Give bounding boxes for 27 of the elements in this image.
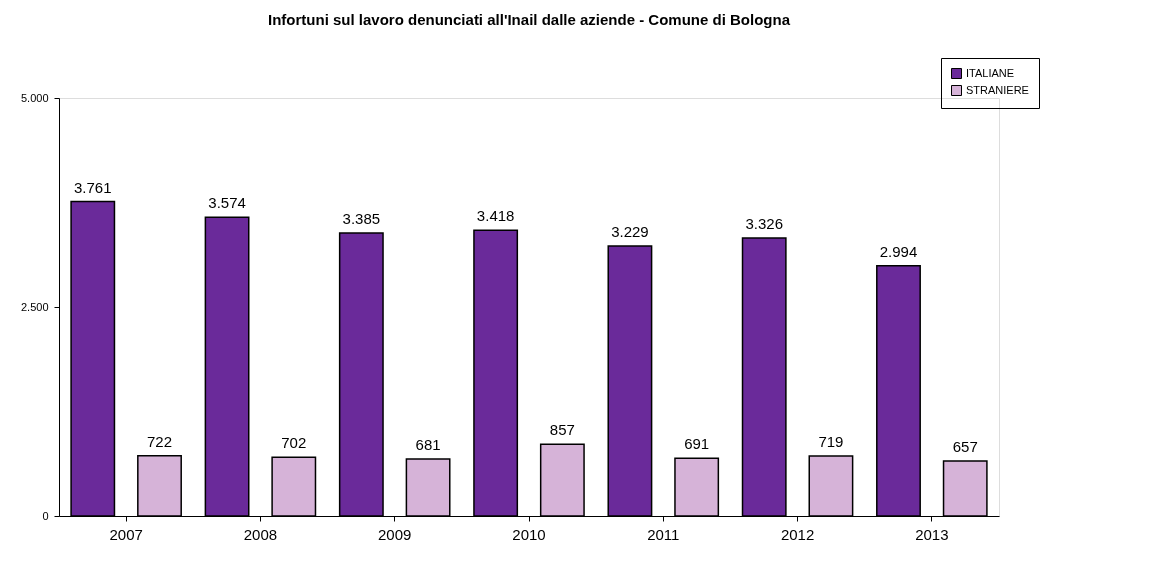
- data-label: 702: [281, 434, 307, 452]
- x-tick-label: 2012: [780, 525, 815, 543]
- data-label: 691: [684, 435, 710, 453]
- x-tick-label: 2009: [378, 525, 412, 543]
- y-tick-label: 2.500: [20, 300, 49, 313]
- legend-label: ITALIANE: [966, 66, 1015, 79]
- data-label: 2.994: [879, 242, 918, 260]
- data-label: 3.326: [745, 214, 783, 232]
- y-tick-label: 0: [42, 509, 49, 522]
- data-label: 3.574: [208, 194, 246, 212]
- data-label: 3.418: [476, 207, 515, 225]
- x-tick-label: 2011: [647, 525, 680, 543]
- x-tick-label: 2010: [512, 525, 546, 543]
- y-tick-label: 5.000: [20, 91, 49, 104]
- data-label: 3.761: [74, 178, 112, 196]
- data-label: 3.385: [342, 210, 381, 228]
- data-label: 857: [549, 421, 575, 439]
- x-tick-label: 2008: [243, 525, 278, 543]
- x-tick-label: 2007: [109, 525, 143, 543]
- data-label: 681: [415, 436, 441, 454]
- legend-label: STRANIERE: [966, 83, 1029, 96]
- data-label: 722: [147, 432, 173, 450]
- data-label: 657: [952, 438, 978, 456]
- data-label: 719: [818, 432, 844, 450]
- data-label: 3.229: [611, 223, 649, 241]
- chart-title: Infortuni sul lavoro denunciati all'Inail dalle aziende - Comune di Bologna: [268, 10, 791, 28]
- x-tick-label: 2013: [915, 525, 949, 543]
